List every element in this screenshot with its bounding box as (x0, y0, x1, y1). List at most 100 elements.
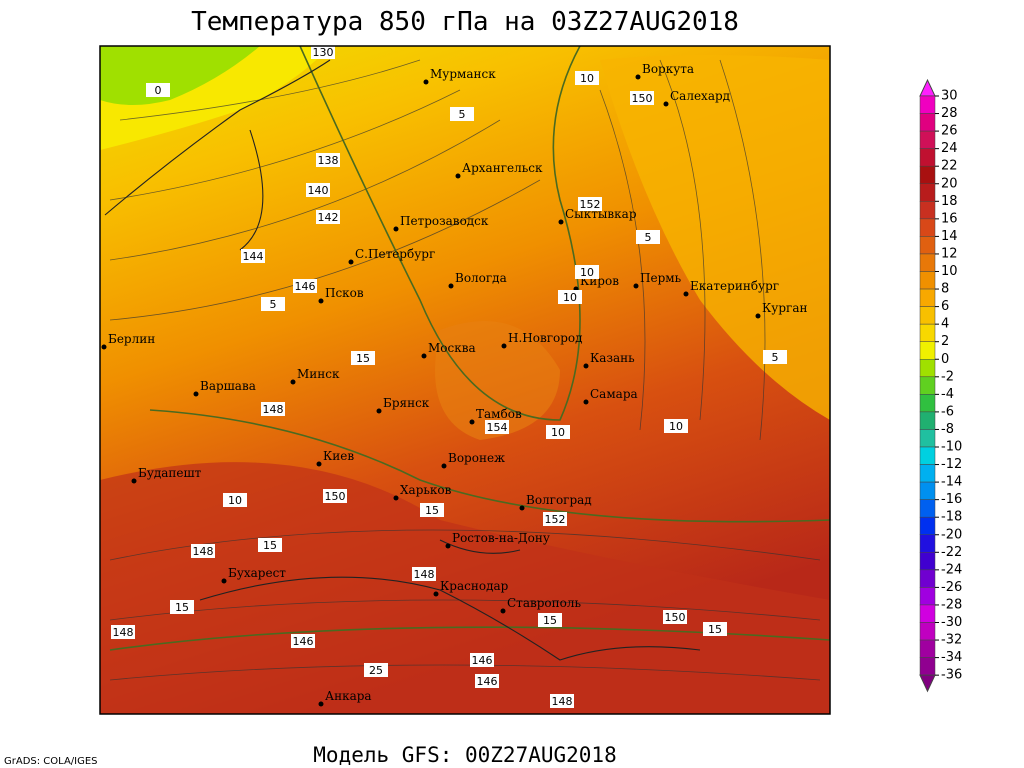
contour-label-box (546, 425, 570, 439)
city-label: Вологда (455, 271, 507, 285)
city-dot (519, 505, 525, 511)
colorbar-label: -16 (941, 492, 962, 507)
city-dot (348, 259, 354, 265)
region-local (435, 321, 560, 440)
city-label: Ставрополь (507, 596, 581, 610)
colorbar-label: 6 (941, 299, 949, 314)
city-dot (501, 343, 507, 349)
footer: Модель GFS: 00Z27AUG2018 (313, 743, 616, 767)
city-dot (393, 495, 399, 501)
contour-label: 10 (228, 494, 242, 507)
city-dot (433, 591, 439, 597)
contour-label: 154 (487, 421, 508, 434)
contour-label-box (636, 230, 660, 244)
city-label: Казань (590, 351, 635, 365)
contour-label-box (291, 634, 315, 648)
contour-label: 152 (580, 198, 601, 211)
streamlines (109, 59, 821, 681)
city-label: Берлин (108, 332, 155, 346)
city-dot (423, 79, 429, 85)
colorbar-segment (919, 341, 936, 360)
colorbar-segment (919, 552, 936, 571)
contour-label-box (578, 197, 602, 211)
region-mild (600, 55, 830, 420)
colorbar-segment (919, 657, 936, 676)
contour-label-box (311, 46, 335, 59)
colorbar-label: 18 (941, 194, 958, 209)
colorbar: 302826242220181614121086420-2-4-6-8-10-1… (919, 78, 962, 693)
colorbar-label: -12 (941, 457, 962, 472)
colorbar-label: -26 (941, 580, 962, 595)
contour-label: 5 (270, 298, 277, 311)
contour-label: 15 (708, 623, 722, 636)
contour-label: 146 (477, 675, 498, 688)
city-dot (193, 391, 199, 397)
colorbar-segment (919, 516, 936, 536)
colorbar-label: -6 (941, 404, 954, 419)
contour-label-box (146, 83, 170, 97)
city-dot (583, 399, 589, 405)
city-dot (455, 173, 461, 179)
city-label: Воркута (642, 62, 694, 76)
contour-label: 130 (313, 46, 334, 59)
colorbar-label: -4 (941, 387, 954, 402)
contour-label-box (191, 544, 215, 558)
colorbar-label: -18 (941, 510, 962, 525)
city-dot (290, 379, 296, 385)
city-label: Минск (297, 367, 340, 381)
colorbar-label: -22 (941, 545, 962, 560)
colorbar-label: 10 (941, 264, 958, 279)
colorbar-segment (919, 236, 936, 255)
colorbar-segment (919, 323, 936, 342)
contour-label-box (293, 279, 317, 293)
contour-label-box (351, 351, 375, 365)
city-label: Пермь (640, 271, 682, 285)
colorbar-label: 30 (941, 89, 958, 104)
contour-label: 148 (193, 545, 214, 558)
contour-label: 5 (459, 108, 466, 121)
contour-label: 10 (580, 266, 594, 279)
contour-label-box (475, 674, 499, 688)
colorbar-segment (919, 569, 936, 588)
contour-label-box (558, 290, 582, 304)
colorbar-segment (919, 165, 936, 184)
colorbar-label: -14 (941, 475, 962, 490)
contour-label: 10 (563, 291, 577, 304)
city-label: Волгоград (526, 493, 592, 507)
city-dot (633, 283, 639, 289)
contour-label-box (543, 512, 567, 526)
contour-label-box (241, 249, 265, 263)
contour-label-box (223, 493, 247, 507)
contour-label: 10 (580, 72, 594, 85)
city-label: Псков (325, 286, 364, 300)
city-label: Воронеж (448, 451, 505, 465)
colorbar-segment (919, 201, 936, 220)
contour-label: 5 (645, 231, 652, 244)
contour-label: 5 (772, 351, 779, 364)
colorbar-segment (919, 253, 936, 272)
contour-label-box (306, 183, 330, 197)
city-dot (101, 344, 107, 350)
contour-label-box (364, 663, 388, 677)
colorbar-label: -10 (941, 440, 962, 455)
colorbar-segment (919, 394, 936, 413)
colorbar-segment (919, 148, 936, 167)
city-dot (221, 578, 227, 584)
colorbar-label: -20 (941, 527, 962, 542)
colorbar-label: 20 (941, 176, 958, 191)
contour-label: 25 (369, 664, 383, 677)
city-label: Киев (323, 449, 354, 463)
contour-label-box (420, 503, 444, 517)
city-dot (583, 363, 589, 369)
colorbar-label: -36 (941, 668, 962, 683)
colorbar-segment (919, 499, 936, 518)
city-dot (663, 101, 669, 107)
colorbar-segment (919, 604, 936, 623)
colorbar-segment (919, 481, 936, 500)
colorbar-segment (919, 288, 936, 307)
city-label: Харьков (400, 483, 452, 497)
contour-label: 10 (669, 420, 683, 433)
colorbar-segment (919, 587, 936, 606)
contour-label: 15 (543, 614, 557, 627)
